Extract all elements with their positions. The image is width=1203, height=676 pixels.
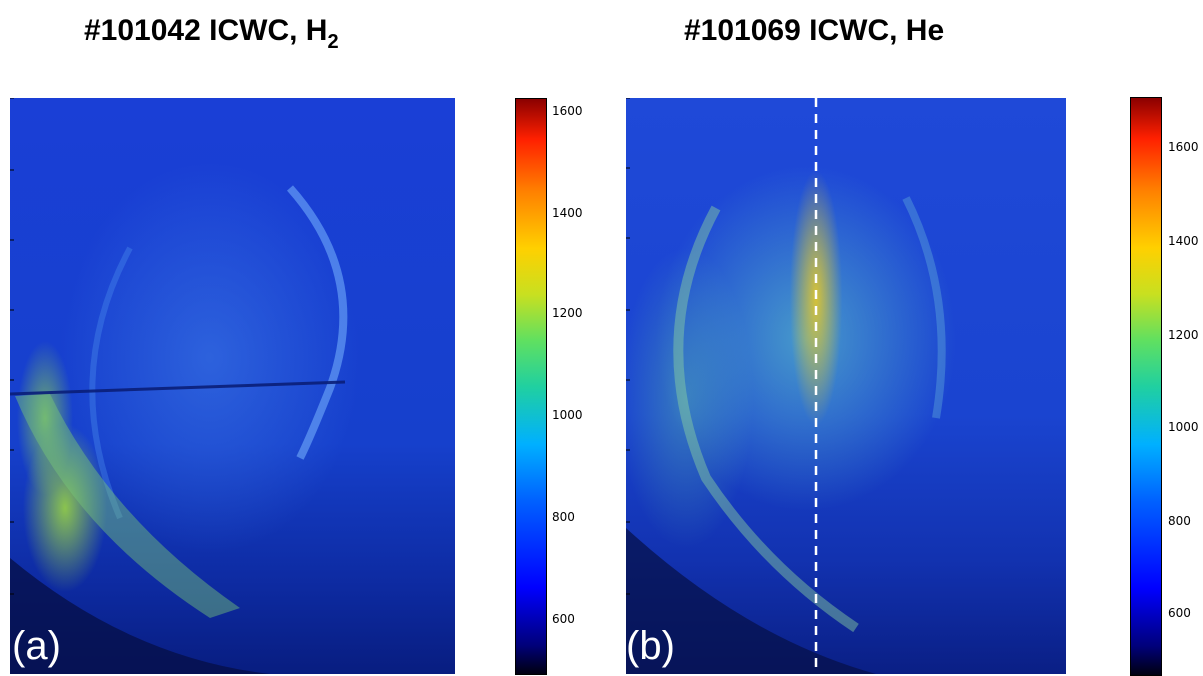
panel-b-label: (b)	[626, 624, 675, 668]
panel-b-colorbar	[1130, 97, 1162, 676]
panel-a-lower-band	[15, 394, 240, 618]
panel-b-plasma-features	[626, 98, 946, 674]
panel-b-colorbar-tick: 600	[1168, 606, 1191, 620]
panel-b-colorbar-tick: 1600	[1168, 140, 1199, 154]
panel-b-colorbar-tick: 1200	[1168, 328, 1199, 342]
panel-b-right-arc	[902, 196, 946, 419]
panel-a-title-subscript: 2	[327, 31, 339, 53]
panel-a-dark-wedge	[10, 558, 270, 674]
panel-a-colorbar-tick: 600	[552, 612, 575, 626]
panel-b-colorbar-tick: 1400	[1168, 234, 1199, 248]
panel-a-colorbar-tick: 1000	[552, 408, 583, 422]
panel-b-title-main: #101069 ICWC, He	[684, 14, 945, 47]
panel-a-right-arc	[287, 185, 348, 460]
panel-a-axis-ticks	[10, 98, 14, 595]
panel-b-camera-image: (b)	[626, 98, 1066, 674]
panel-a-plasma-features	[10, 98, 348, 674]
panel-a-title-main: #101042 ICWC, H	[84, 14, 328, 47]
panel-b-colorbar-tick: 1000	[1168, 420, 1199, 434]
panel-a-left-arc	[89, 246, 133, 520]
panel-b-axis-ticks	[626, 98, 630, 595]
panel-a-horizontal-split	[10, 380, 346, 396]
panel-b-dark-wedge	[626, 528, 876, 674]
panel-a-title: #101042 ICWC, H2	[84, 14, 339, 54]
panel-a-camera-image: (a)	[10, 98, 455, 674]
panel-a-colorbar-tick: 1400	[552, 206, 583, 220]
panel-a-colorbar-tick: 1200	[552, 306, 583, 320]
panel-a-label: (a)	[12, 624, 61, 668]
panel-a-colorbar	[515, 98, 547, 675]
panel-b-left-arc	[673, 205, 859, 633]
panel-a-colorbar-tick: 800	[552, 510, 575, 524]
panel-b-colorbar-tick: 800	[1168, 514, 1191, 528]
panel-a-colorbar-tick: 1600	[552, 104, 583, 118]
panel-b-title: #101069 ICWC, He	[684, 14, 944, 48]
